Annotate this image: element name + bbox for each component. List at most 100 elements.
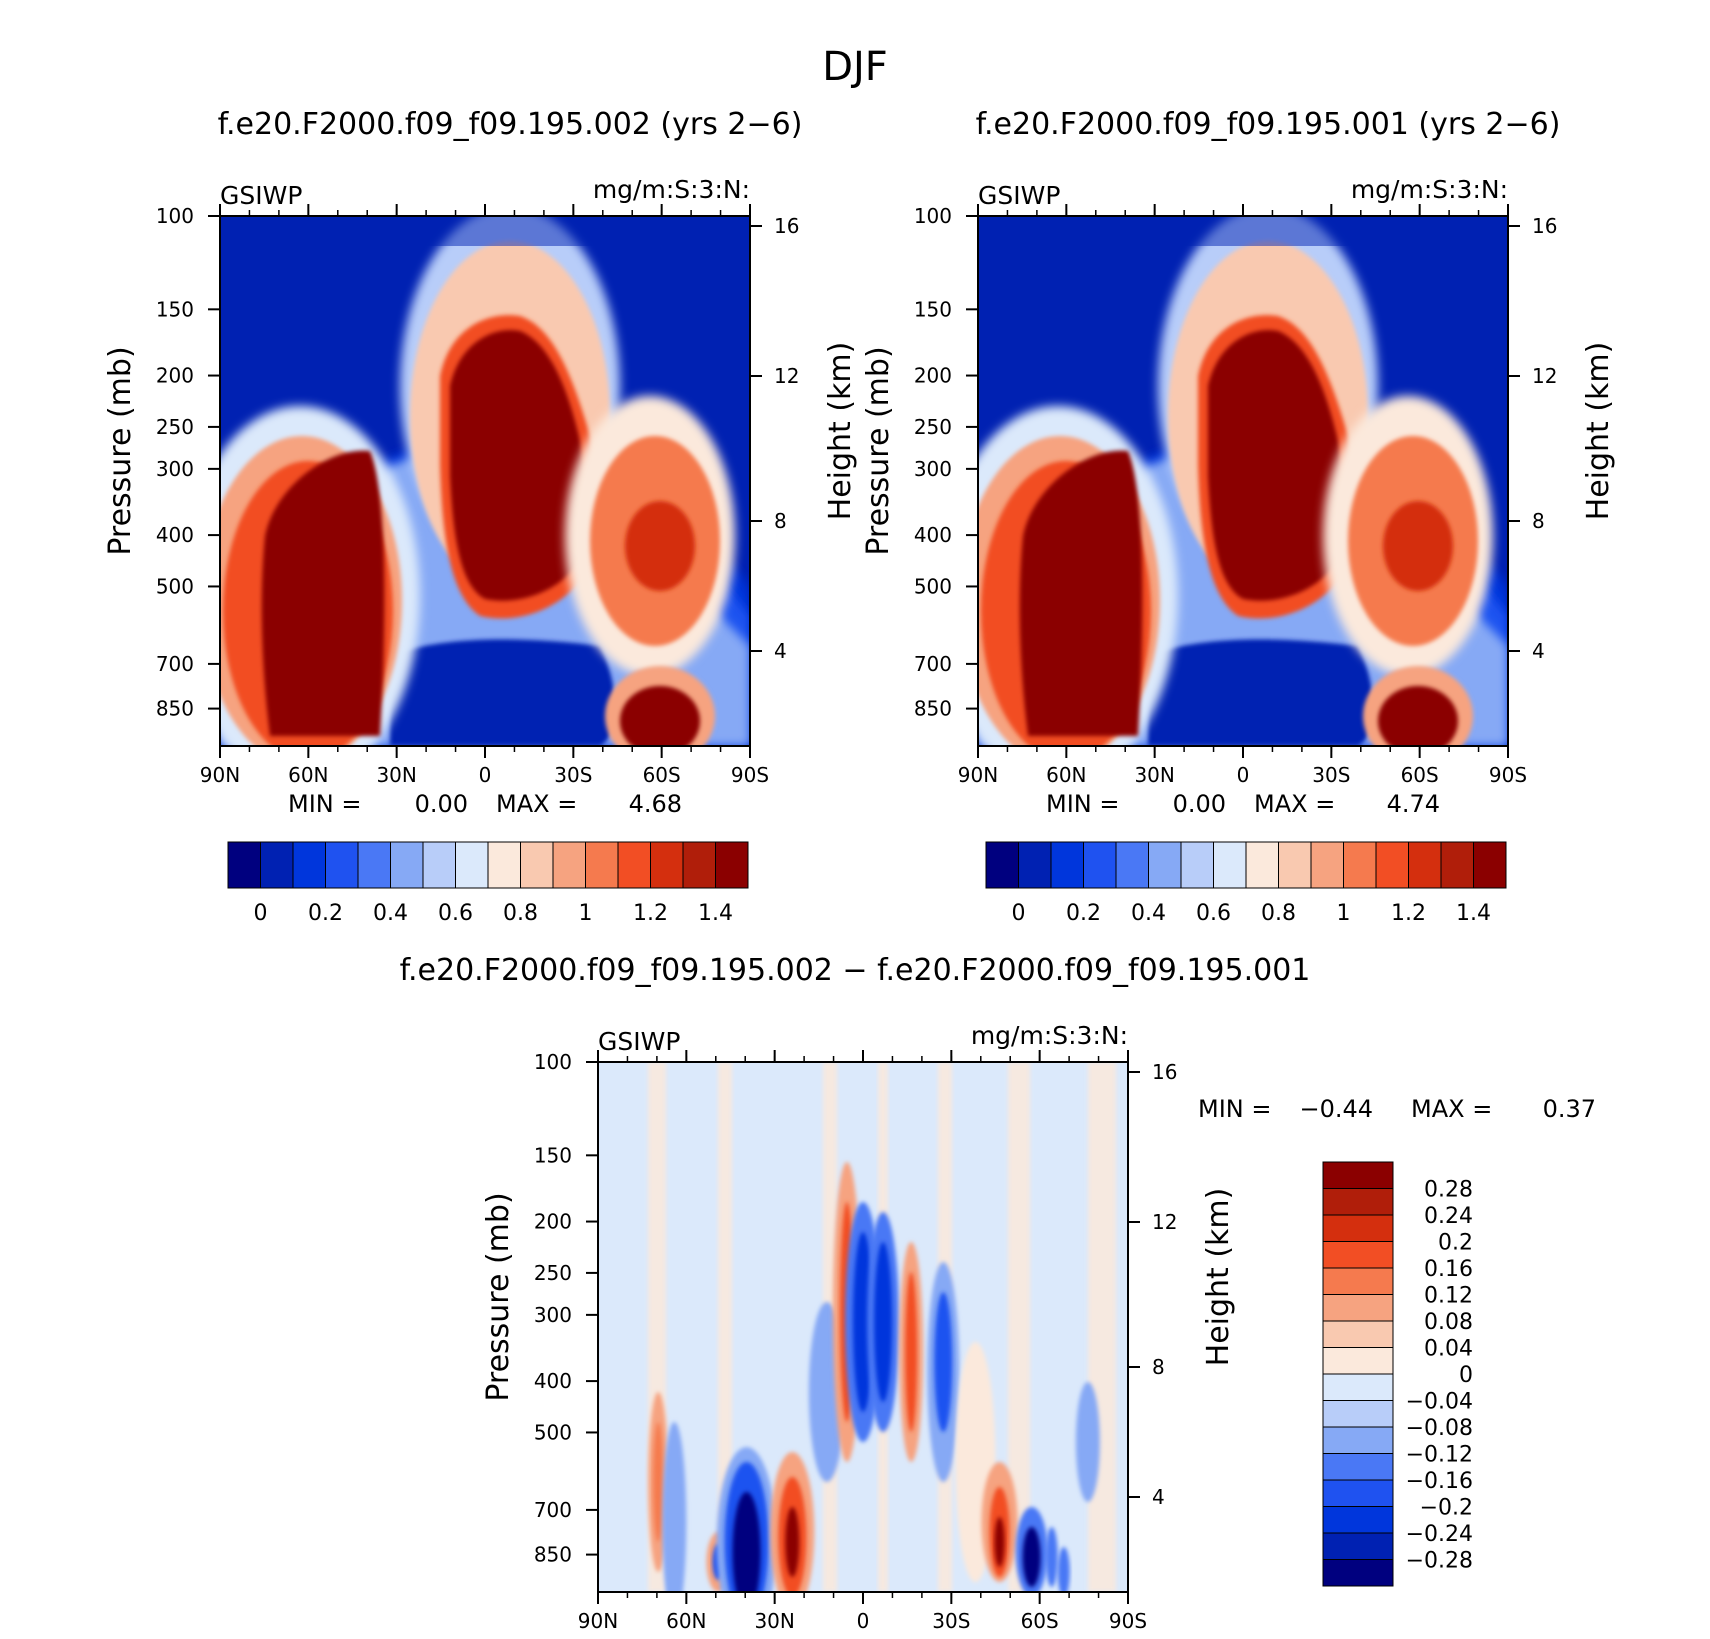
colorbar-label: 0.4 (1131, 901, 1166, 926)
colorbar-label: 0.12 (1424, 1284, 1473, 1309)
colorbar-box (1180, 841, 1214, 889)
x-tick-label: 90S (1489, 763, 1527, 787)
y-tick-label: 850 (156, 697, 194, 721)
field-blob-2 (662, 1422, 687, 1592)
variable-label: GSIWP (598, 1027, 680, 1056)
y2-tick-label: 4 (774, 639, 787, 663)
y-tick-label: 250 (156, 415, 194, 439)
colorbar-label: −0.2 (1420, 1496, 1473, 1521)
y2-tick-label: 8 (1152, 1355, 1165, 1379)
blob-shlow-core (1378, 686, 1458, 746)
y2-axis-label: Height (km) (1581, 342, 1616, 521)
y-tick-label: 150 (534, 1143, 572, 1167)
colorbar-box (1148, 841, 1182, 889)
y-tick-label: 850 (534, 1543, 572, 1567)
y-tick-label: 850 (914, 697, 952, 721)
colorbar-label: 0.8 (1261, 901, 1296, 926)
variable-label: GSIWP (978, 181, 1060, 210)
colorbar-box (1322, 1320, 1394, 1348)
field-blob-7 (732, 1492, 761, 1592)
y2-tick-label: 8 (1532, 509, 1545, 533)
colorbar-box (1322, 1347, 1394, 1375)
colorbar-label: −0.12 (1406, 1443, 1473, 1468)
colorbar-box (1322, 1426, 1394, 1454)
colorbar-label: 0 (1459, 1363, 1473, 1388)
max-label: MAX = (496, 790, 577, 818)
y-tick-label: 150 (156, 297, 194, 321)
field-stripe-1 (718, 1062, 732, 1592)
y-tick-label: 700 (156, 652, 194, 676)
colorbar-box (1322, 1188, 1394, 1216)
colorbar-box (682, 841, 716, 889)
colorbar-box (985, 841, 1019, 889)
blob-nh-core (1019, 450, 1143, 736)
figure-title: DJF (822, 44, 888, 90)
y2-tick-label: 16 (1152, 1060, 1177, 1084)
colorbar-label: 0.04 (1424, 1337, 1473, 1362)
y-tick-label: 300 (534, 1303, 572, 1327)
y-tick-label: 400 (156, 523, 194, 547)
y-tick-label: 500 (914, 574, 952, 598)
colorbar-box (1245, 841, 1279, 889)
colorbar-box (1322, 1479, 1394, 1507)
colorbar-box (455, 841, 489, 889)
min-label: MIN = (1046, 790, 1119, 818)
x-tick-label: 30N (1134, 763, 1174, 787)
colorbar-box (357, 841, 391, 889)
blob-trop-core (450, 330, 586, 601)
min-value: 0.00 (1173, 790, 1226, 818)
colorbar-box (585, 841, 619, 889)
colorbar-label: −0.28 (1406, 1549, 1473, 1574)
panel-title: f.e20.F2000.f09_f09.195.002 − f.e20.F200… (400, 953, 1311, 988)
field-top (220, 216, 750, 246)
colorbar-box (1408, 841, 1442, 889)
max-value: 0.37 (1543, 1095, 1596, 1123)
colorbar-label: 0.2 (1066, 901, 1101, 926)
panel-right: f.e20.F2000.f09_f09.195.001 (yrs 2−6) GSI… (861, 107, 1616, 926)
field-blob-28 (1045, 1527, 1058, 1587)
x-tick-label: 0 (479, 763, 492, 787)
y-tick-label: 400 (534, 1369, 572, 1393)
y-tick-label: 100 (914, 204, 952, 228)
colorbar-label: 0.6 (1196, 901, 1231, 926)
colorbar-box (1115, 841, 1149, 889)
field-blob-10 (785, 1507, 800, 1577)
blob-sh-inner (625, 501, 695, 591)
field-blob-29 (1057, 1547, 1070, 1592)
y2-axis-label: Height (km) (823, 342, 858, 521)
colorbar-label: −0.08 (1406, 1416, 1473, 1441)
colorbar-box (1322, 1161, 1394, 1189)
field-blob-27 (1022, 1527, 1041, 1587)
y-tick-label: 250 (914, 415, 952, 439)
y2-tick-label: 16 (1532, 214, 1557, 238)
max-value: 4.68 (629, 790, 682, 818)
field (598, 1062, 1128, 1592)
variable-label: GSIWP (220, 181, 302, 210)
x-tick-label: 90N (578, 1609, 618, 1633)
y2-tick-label: 4 (1532, 639, 1545, 663)
y2-tick-label: 16 (774, 214, 799, 238)
colorbar-box (1375, 841, 1409, 889)
blob-shlow-core (620, 686, 700, 746)
field (220, 216, 750, 746)
field-blob-25 (994, 1517, 1005, 1567)
field-top (978, 216, 1508, 246)
x-tick-label: 90S (1109, 1609, 1147, 1633)
field-stripe-6 (1088, 1062, 1116, 1592)
colorbar-box (520, 841, 554, 889)
blob-trop-core (1208, 330, 1344, 601)
y-tick-label: 200 (534, 1210, 572, 1234)
max-label: MAX = (1254, 790, 1335, 818)
colorbar-box (1322, 1400, 1394, 1428)
colorbar-box (1083, 841, 1117, 889)
y2-tick-label: 8 (774, 509, 787, 533)
panel-title: f.e20.F2000.f09_f09.195.002 (yrs 2−6) (218, 107, 803, 142)
colorbar-label: 1.4 (1456, 901, 1491, 926)
colorbar-box (1322, 1294, 1394, 1322)
colorbar-box (422, 841, 456, 889)
x-tick-label: 60S (1401, 763, 1439, 787)
y-tick-label: 400 (914, 523, 952, 547)
y-tick-label: 100 (156, 204, 194, 228)
x-tick-label: 30N (376, 763, 416, 787)
